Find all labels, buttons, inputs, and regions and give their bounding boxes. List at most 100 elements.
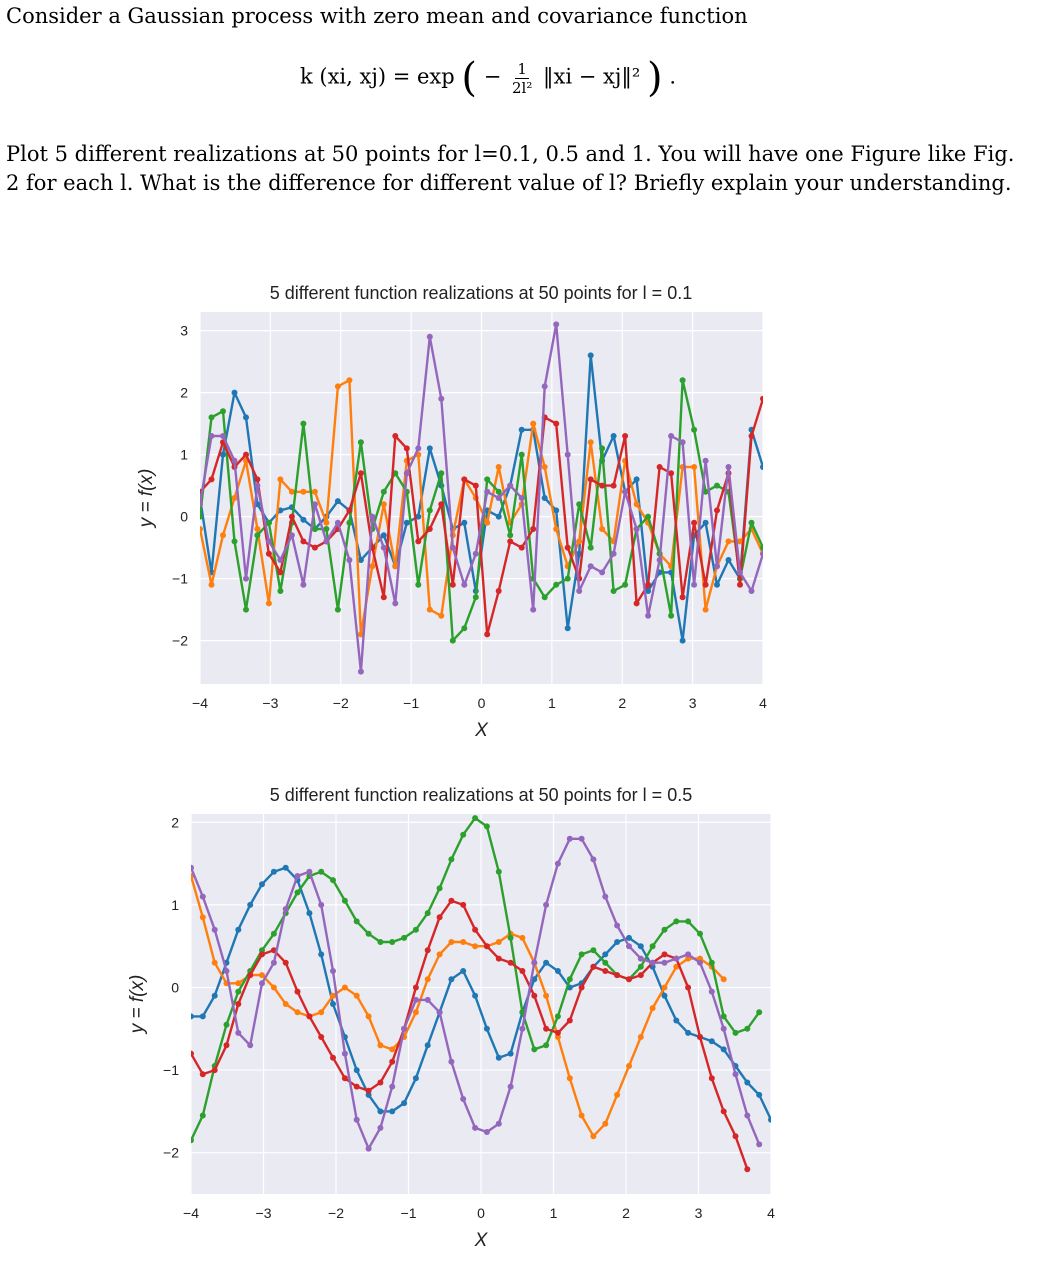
data-point xyxy=(191,1013,194,1020)
data-point xyxy=(614,972,621,979)
data-point xyxy=(288,532,295,539)
data-point xyxy=(334,519,341,526)
data-point xyxy=(231,389,238,396)
data-point xyxy=(626,943,632,950)
data-point xyxy=(330,1054,336,1061)
data-point xyxy=(697,930,703,937)
data-point xyxy=(602,968,609,974)
series-2 xyxy=(200,377,763,638)
data-point xyxy=(578,984,585,991)
data-point xyxy=(661,951,668,958)
data-point xyxy=(211,992,218,999)
data-point xyxy=(346,377,353,384)
data-point xyxy=(610,588,617,594)
x-tick-label: 0 xyxy=(477,1205,485,1221)
data-point xyxy=(412,926,419,933)
data-point xyxy=(254,526,261,532)
data-point xyxy=(530,606,537,613)
data-point xyxy=(346,519,353,526)
data-point xyxy=(679,637,686,644)
data-point xyxy=(564,625,571,632)
data-point xyxy=(412,1009,419,1016)
data-point xyxy=(649,943,656,950)
chart-1-svg: −4 −3 −2 −1 0 1 2 3 4 −2 −1 0 1 2 3 Xy = f(x) xyxy=(136,312,767,741)
data-point xyxy=(357,470,364,477)
data-point xyxy=(697,959,703,966)
data-point xyxy=(483,823,490,830)
data-point xyxy=(626,1063,632,1069)
data-point xyxy=(377,1079,384,1086)
data-point xyxy=(649,959,656,966)
data-point xyxy=(626,976,632,983)
data-point xyxy=(725,538,732,545)
y-axis-label: y = f(x) xyxy=(136,469,157,530)
series-line xyxy=(200,323,763,673)
y-tick-label: 2 xyxy=(180,385,188,401)
data-point xyxy=(531,1046,538,1053)
x-tick-label: −4 xyxy=(183,1205,199,1221)
data-point xyxy=(311,501,318,508)
data-point xyxy=(697,1034,703,1040)
data-point xyxy=(541,594,548,601)
data-point xyxy=(472,943,479,950)
data-point xyxy=(519,934,526,941)
x-tick-label: −3 xyxy=(262,695,278,711)
data-point xyxy=(288,488,295,495)
data-point xyxy=(714,482,720,489)
y-axis-label: y = f(x) xyxy=(127,975,148,1036)
y-tick-label: 2 xyxy=(171,814,179,830)
y-tick-label: −2 xyxy=(163,1145,179,1161)
data-point xyxy=(426,606,433,613)
data-point xyxy=(566,976,573,983)
data-point xyxy=(483,1129,490,1135)
data-point xyxy=(415,538,422,545)
series-line xyxy=(191,875,725,1138)
data-point xyxy=(495,1054,502,1061)
data-point xyxy=(254,532,261,539)
data-point xyxy=(495,488,502,495)
data-point xyxy=(507,1050,514,1057)
data-point xyxy=(365,1145,372,1152)
data-point xyxy=(200,501,203,508)
data-point xyxy=(484,488,491,495)
data-point xyxy=(365,930,372,937)
data-point xyxy=(656,464,663,470)
problem-question: Plot 5 different realizations at 50 poin… xyxy=(6,140,1014,198)
data-point xyxy=(220,408,226,415)
data-point xyxy=(622,433,629,439)
data-point xyxy=(756,1091,763,1098)
data-point xyxy=(472,550,479,557)
data-point xyxy=(259,947,265,954)
data-point xyxy=(415,581,422,588)
data-point xyxy=(300,516,307,523)
series-line xyxy=(200,378,763,642)
data-point xyxy=(576,501,583,508)
data-point xyxy=(472,482,479,489)
data-point xyxy=(649,1005,656,1012)
data-point xyxy=(708,1075,715,1082)
data-point xyxy=(507,532,514,539)
data-point xyxy=(661,959,668,966)
data-point xyxy=(247,1042,254,1049)
data-point xyxy=(389,1108,396,1115)
data-point xyxy=(472,992,479,999)
chart-2-title: 5 different function realizations at 50 … xyxy=(269,785,693,805)
data-point xyxy=(578,835,585,842)
data-point xyxy=(587,476,594,483)
data-point xyxy=(426,526,433,532)
data-point xyxy=(576,588,583,594)
data-point xyxy=(566,1075,573,1082)
data-point xyxy=(602,959,609,966)
data-point xyxy=(507,959,514,966)
data-point xyxy=(587,563,594,570)
x-tick-label: −3 xyxy=(256,1205,272,1221)
data-point xyxy=(645,612,652,619)
data-point xyxy=(270,868,277,875)
formula-right-paren: ) xyxy=(647,55,663,101)
data-point xyxy=(294,889,301,896)
data-point xyxy=(235,1029,242,1036)
data-point xyxy=(472,1124,479,1131)
formula-denominator: 2l² xyxy=(512,78,533,97)
data-point xyxy=(507,538,514,545)
data-point xyxy=(380,501,387,508)
